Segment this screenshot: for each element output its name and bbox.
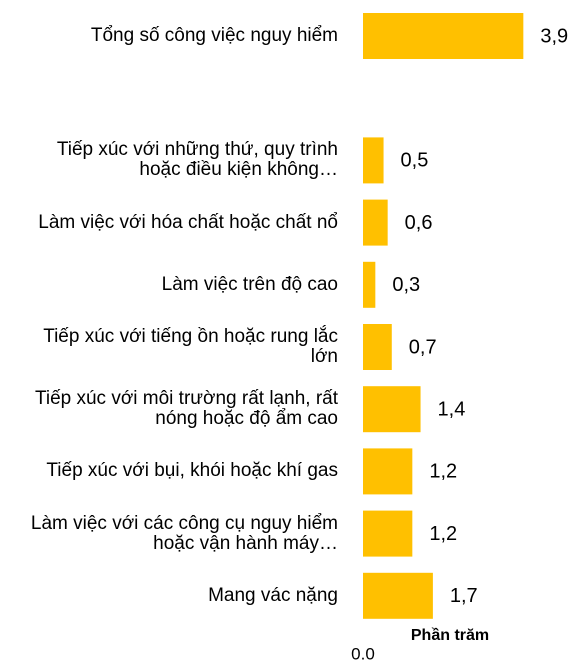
category-label: Làm việc trên độ cao <box>161 273 338 295</box>
value-label: 0,7 <box>409 336 437 358</box>
category-label: Tiếp xúc với bụi, khói hoặc khí gas <box>46 460 338 482</box>
bar <box>363 261 376 308</box>
x-axis-title: Phần trăm <box>411 627 489 644</box>
bar <box>363 386 421 433</box>
value-label: 1,7 <box>450 585 478 607</box>
x-tick-label: 0.0 <box>351 644 375 663</box>
category-label: Tổng số công việc nguy hiểm <box>90 25 338 46</box>
value-label: 0,6 <box>405 212 433 234</box>
category-label: Làm việc với hóa chất hoặc chất nổ <box>38 211 338 233</box>
value-label: 0,5 <box>401 150 429 172</box>
category-label: Tiếp xúc với môi trường rất lạnh, rất nó… <box>34 388 338 430</box>
category-label: Mang vác nặng <box>208 584 338 606</box>
value-label: 1,2 <box>429 461 457 483</box>
bar <box>363 572 433 619</box>
category-label: Tiếp xúc với tiếng ồn hoặc rung lắc lớn <box>43 326 338 367</box>
value-label: 1,4 <box>438 398 466 420</box>
value-label: 1,2 <box>429 523 457 545</box>
category-label: Tiếp xúc với những thứ, quy trình hoặc đ… <box>56 139 338 181</box>
bar <box>363 510 413 557</box>
bar <box>363 137 384 184</box>
bar <box>363 13 524 59</box>
value-label: 3,9 <box>540 25 568 47</box>
value-label: 0,3 <box>392 274 420 296</box>
bar <box>363 199 388 246</box>
bar <box>363 324 392 370</box>
category-label: Làm việc với các công cụ nguy hiểm hoặc … <box>30 512 338 554</box>
bar <box>363 448 413 495</box>
